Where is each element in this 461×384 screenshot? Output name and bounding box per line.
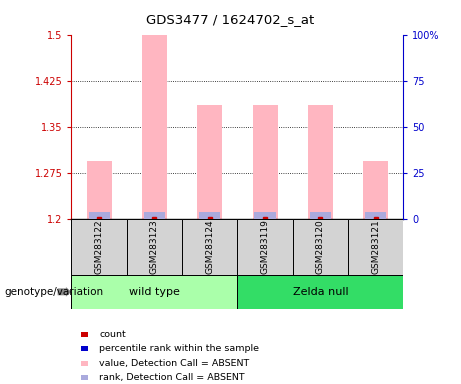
- Bar: [363, 161, 388, 219]
- Bar: [308, 105, 333, 219]
- Text: wild type: wild type: [129, 287, 180, 297]
- Text: genotype/variation: genotype/variation: [5, 287, 104, 297]
- Text: GSM283120: GSM283120: [316, 219, 325, 274]
- Text: GSM283122: GSM283122: [95, 219, 104, 274]
- Text: count: count: [99, 329, 126, 339]
- Text: Zelda null: Zelda null: [293, 287, 348, 297]
- Text: GSM283123: GSM283123: [150, 219, 159, 274]
- Bar: [199, 212, 220, 219]
- Bar: [365, 212, 386, 219]
- Bar: [237, 219, 293, 275]
- Bar: [89, 212, 110, 219]
- Bar: [253, 105, 278, 219]
- Bar: [127, 219, 182, 275]
- Bar: [144, 212, 165, 219]
- Bar: [182, 219, 237, 275]
- Bar: [293, 219, 348, 275]
- Text: percentile rank within the sample: percentile rank within the sample: [99, 344, 259, 353]
- Bar: [142, 35, 167, 219]
- Bar: [310, 212, 331, 219]
- Bar: [71, 275, 237, 309]
- Bar: [87, 161, 112, 219]
- Bar: [71, 219, 127, 275]
- Text: value, Detection Call = ABSENT: value, Detection Call = ABSENT: [99, 359, 249, 368]
- Text: GDS3477 / 1624702_s_at: GDS3477 / 1624702_s_at: [147, 13, 314, 26]
- Bar: [237, 275, 403, 309]
- Text: GSM283121: GSM283121: [371, 219, 380, 274]
- Text: rank, Detection Call = ABSENT: rank, Detection Call = ABSENT: [99, 373, 245, 382]
- Bar: [348, 219, 403, 275]
- Bar: [254, 212, 276, 219]
- Bar: [197, 105, 222, 219]
- Text: GSM283119: GSM283119: [260, 219, 270, 274]
- Text: GSM283124: GSM283124: [205, 219, 214, 274]
